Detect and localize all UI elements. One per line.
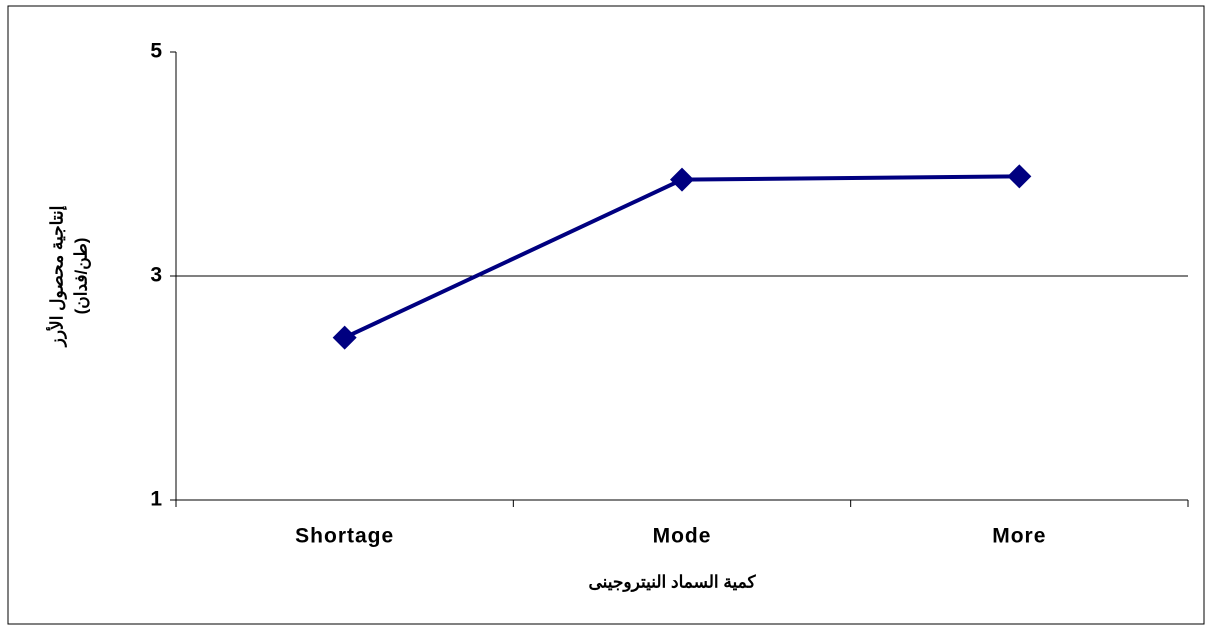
x-tick-label: More — [992, 525, 1046, 548]
marker — [332, 325, 357, 350]
y-tick-label: 3 — [150, 264, 162, 287]
y-axis-label-line: (طن/فدان) — [71, 238, 91, 315]
series-line — [343, 174, 1020, 340]
marker — [1007, 164, 1032, 189]
y-axis-label-line: إنتاجية محصول الأرز — [45, 205, 67, 348]
y-axis-label: إنتاجية محصول الأرز (طن/فدان) — [45, 205, 91, 348]
x-tick-label: Mode — [653, 525, 712, 548]
chart-frame — [7, 5, 1205, 625]
y-tick-label: 1 — [150, 488, 162, 511]
x-axis-label: كمية السماد النيتروجينى — [588, 572, 756, 592]
y-tick-label: 5 — [150, 40, 162, 63]
marker — [670, 167, 694, 192]
x-tick-label: Shortage — [295, 525, 394, 548]
